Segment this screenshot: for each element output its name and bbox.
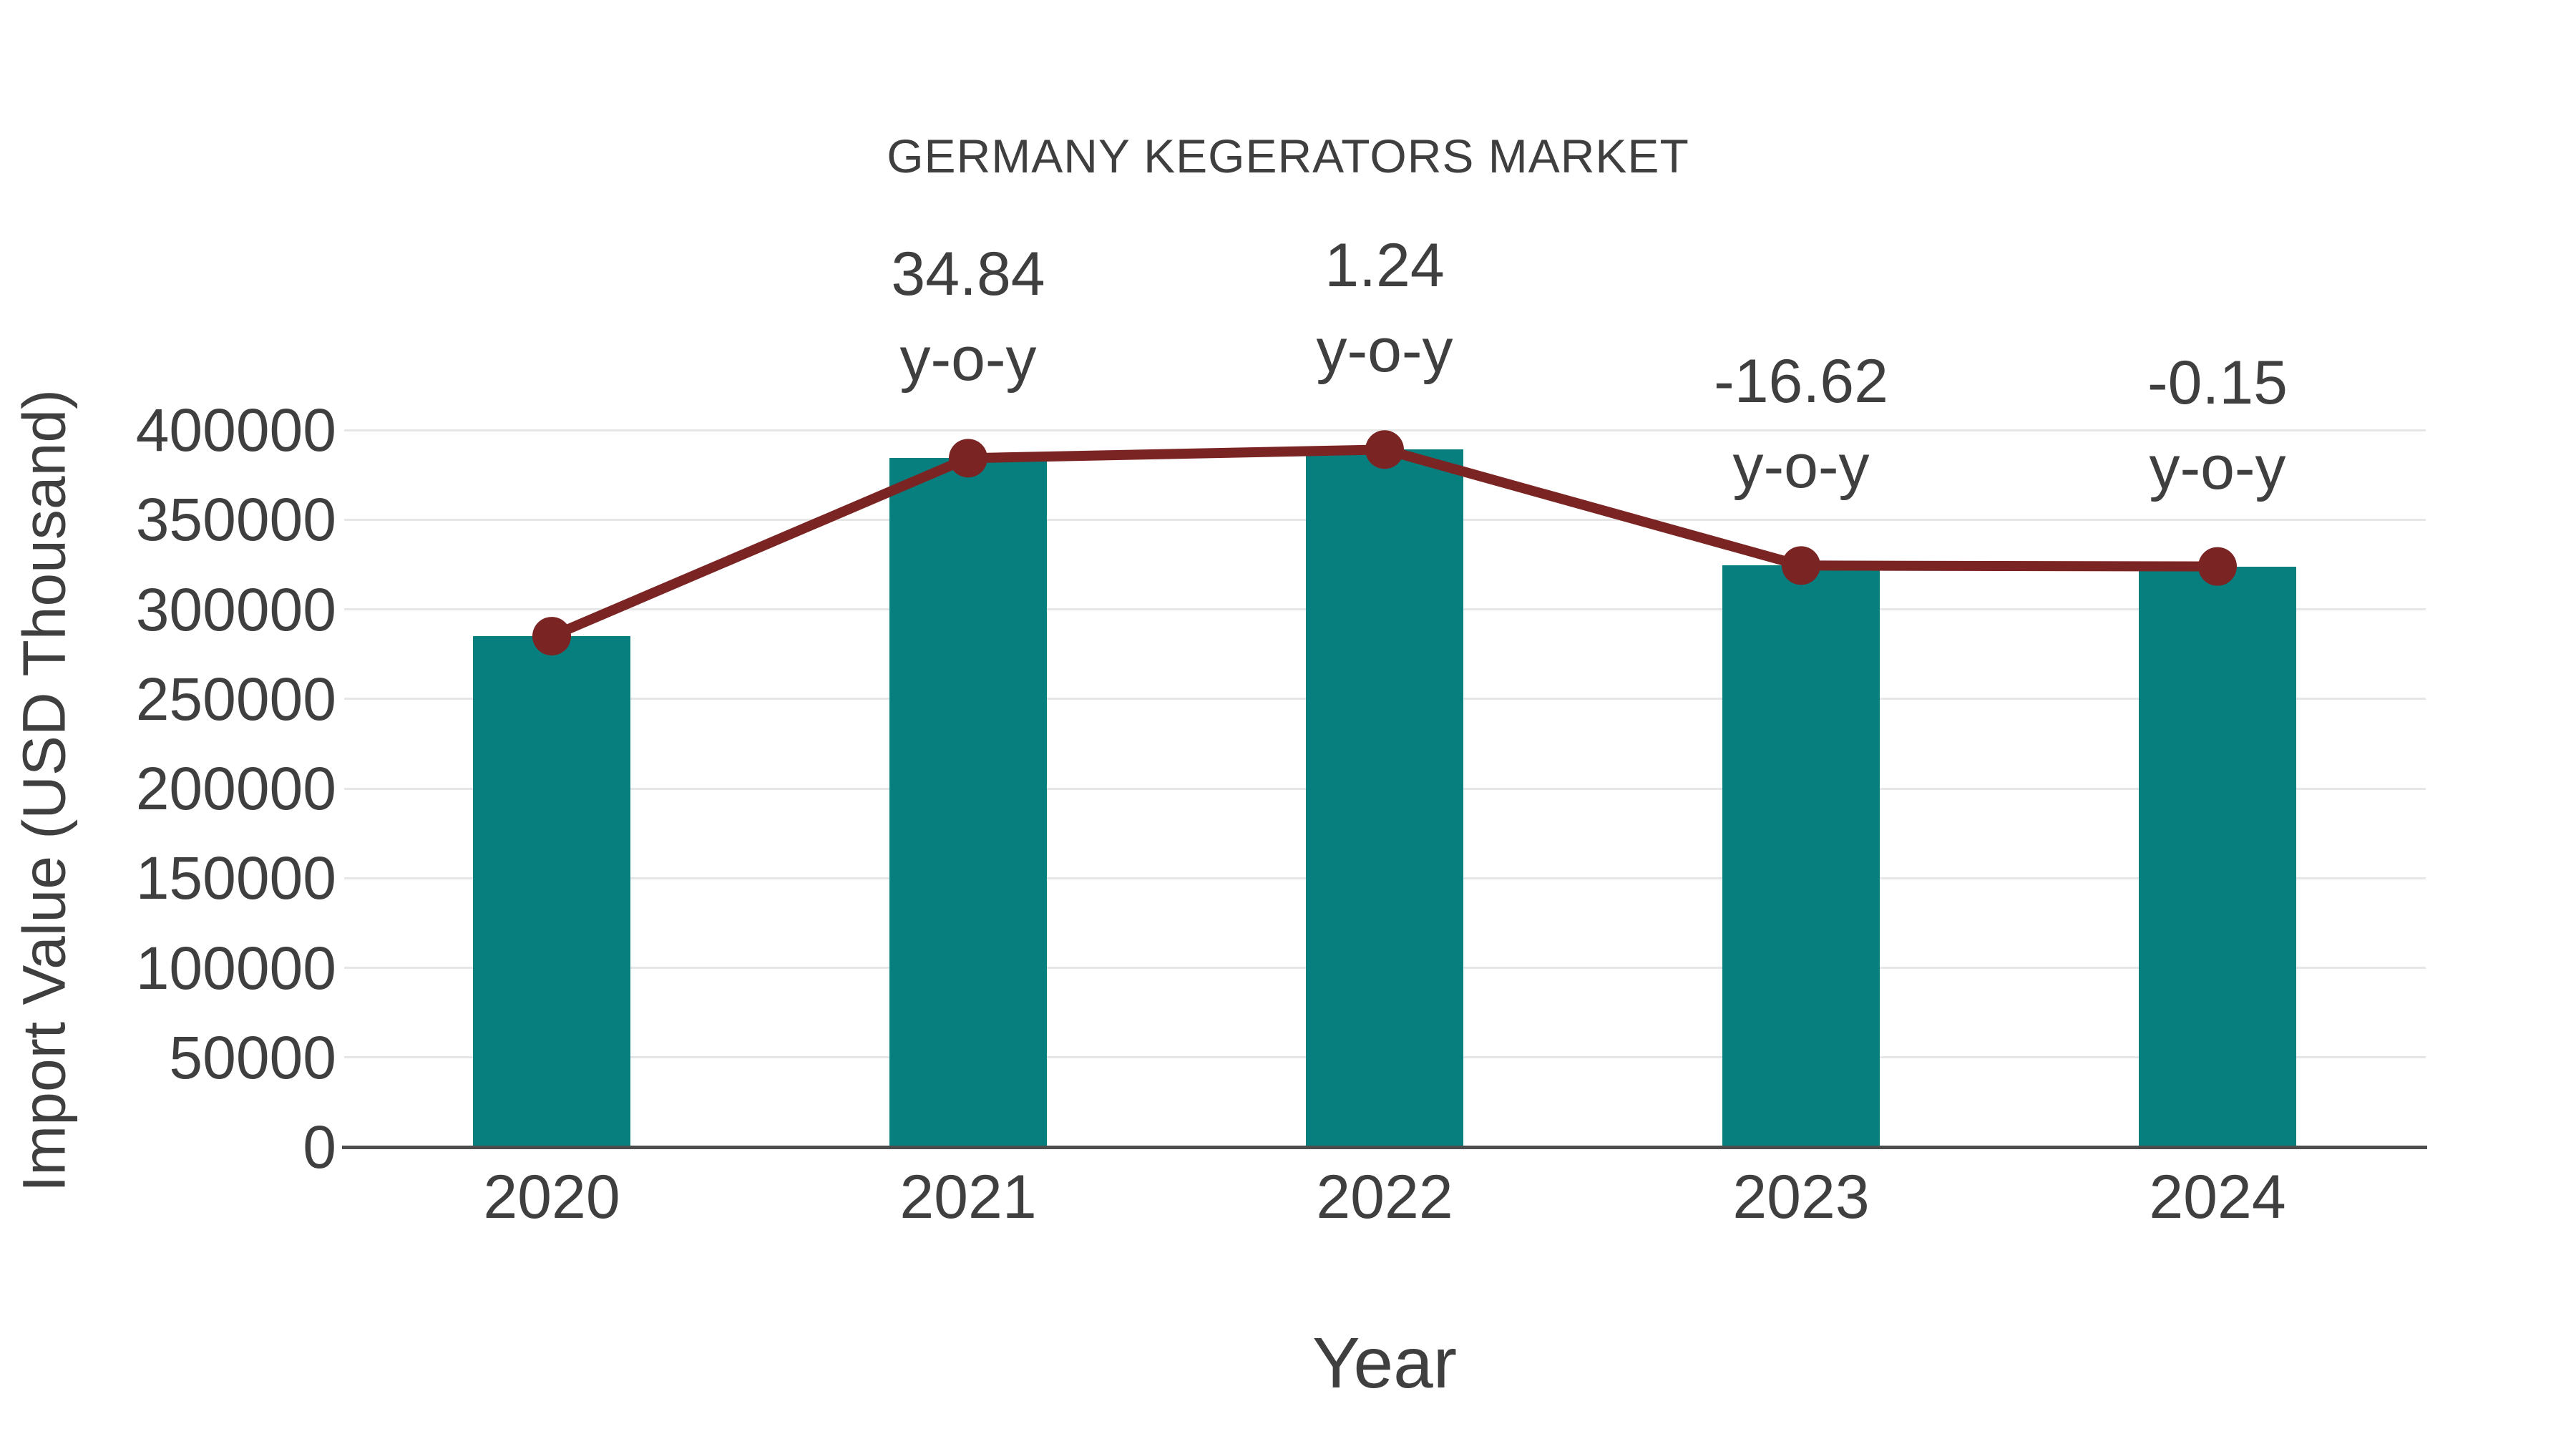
yoy-annotation-2023: -16.62 y-o-y — [1714, 339, 1888, 509]
data-point-2021 — [949, 439, 987, 478]
data-point-2022 — [1365, 430, 1404, 469]
annotation-line: y-o-y — [1732, 432, 1870, 502]
x-axis-tick-label-2022: 2022 — [1316, 1163, 1453, 1231]
x-axis-tick-label-2021: 2021 — [899, 1163, 1037, 1231]
x-axis-line — [342, 1146, 2427, 1149]
gridline — [344, 429, 2426, 431]
x-axis-tick-label-2020: 2020 — [483, 1163, 620, 1231]
data-point-2020 — [532, 617, 571, 656]
y-axis-tick-label: 250000 — [135, 665, 336, 733]
annotation-line: -0.15 — [2147, 348, 2288, 417]
bar-2021 — [889, 458, 1047, 1147]
y-axis-tick-label: 150000 — [135, 844, 336, 912]
bar-2020 — [473, 636, 630, 1147]
y-axis-tick-label: 100000 — [135, 934, 336, 1002]
y-axis-tick-label: 400000 — [135, 396, 336, 464]
annotation-line: y-o-y — [899, 325, 1037, 394]
annotation-line: -16.62 — [1714, 347, 1888, 416]
bar-2024 — [2139, 566, 2296, 1147]
y-axis-tick-label: 50000 — [169, 1023, 336, 1091]
y-axis-tick-label: 300000 — [135, 575, 336, 643]
x-axis-title: Year — [1312, 1323, 1458, 1403]
bar-2022 — [1306, 449, 1463, 1147]
annotation-line: 34.84 — [891, 240, 1045, 309]
y-axis-tick-label: 200000 — [135, 755, 336, 822]
y-axis-tick-label: 350000 — [135, 486, 336, 554]
yoy-annotation-2022: 1.24 y-o-y — [1316, 223, 1453, 394]
annotation-line: y-o-y — [1316, 316, 1453, 386]
yoy-annotation-2021: 34.84 y-o-y — [891, 232, 1045, 402]
annotation-line: y-o-y — [2149, 433, 2286, 502]
bar-2023 — [1722, 565, 1880, 1147]
data-point-2024 — [2198, 547, 2237, 586]
y-axis-tick-label: 0 — [303, 1113, 336, 1181]
x-axis-tick-label-2024: 2024 — [2149, 1163, 2286, 1231]
yoy-annotation-2024: -0.15 y-o-y — [2147, 341, 2288, 511]
data-point-2023 — [1782, 546, 1820, 585]
annotation-line: 1.24 — [1324, 231, 1445, 301]
chart-title: GERMANY KEGERATORS MARKET — [887, 130, 1689, 182]
x-axis-tick-label-2023: 2023 — [1732, 1163, 1870, 1231]
trend-line — [550, 444, 2218, 641]
